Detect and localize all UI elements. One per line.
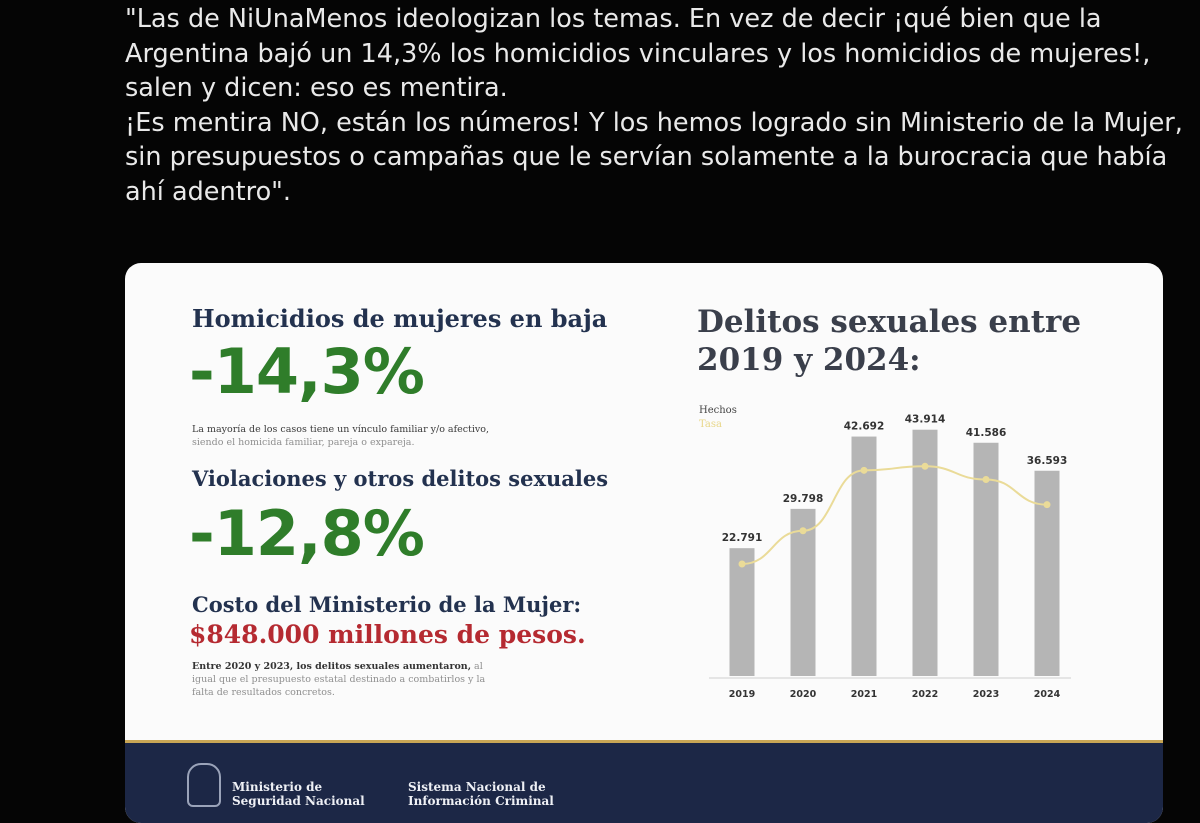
x-tick-2022: 2022 — [912, 689, 938, 700]
homicides-heading: Homicidios de mujeres en baja — [192, 304, 608, 333]
cost-heading: Costo del Ministerio de la Mujer: — [192, 592, 582, 617]
sexual-crimes-chart: 22.791 2019 29.798 2020 42.692 2021 43.914 2022… — [709, 414, 1071, 700]
legend-hechos: Hechos — [699, 405, 737, 416]
cost-note: Entre 2020 y 2023, los delitos sexuales … — [192, 660, 502, 699]
footer-system: Sistema Nacional de Información Criminal — [408, 780, 554, 808]
cost-note-bold: Entre 2020 y 2023, los delitos sexuales … — [192, 661, 472, 672]
cost-note-rest: al igual que el presupuesto estatal dest… — [192, 661, 486, 698]
bar-2022 — [912, 429, 938, 676]
quote-paragraph-1: "Las de NiUnaMenos ideologizan los temas… — [125, 4, 1151, 103]
shield-logo-icon — [187, 763, 221, 807]
rate-point-2019 — [738, 560, 746, 568]
infographic-card: Homicidios de mujeres en baja -14,3% La … — [125, 263, 1163, 823]
bar-value-label-2019: 22.791 — [722, 532, 763, 544]
x-tick-2024: 2024 — [1034, 689, 1061, 700]
x-tick-2021: 2021 — [851, 689, 877, 700]
chart-bars — [729, 429, 1060, 676]
x-tick-2019: 2019 — [729, 689, 755, 700]
homicides-value: -14,3% — [189, 335, 425, 408]
violations-heading: Violaciones y otros delitos sexuales — [192, 466, 609, 491]
rate-point-2023 — [982, 475, 990, 483]
chart-title: Delitos sexuales entre 2019 y 2024: — [697, 304, 1082, 378]
x-tick-2023: 2023 — [973, 689, 999, 700]
bar-2021 — [851, 436, 877, 676]
homicides-note-line-1: La mayoría de los casos tiene un vínculo… — [192, 424, 490, 435]
rate-point-2021 — [860, 466, 868, 474]
quote-paragraph-2: ¡Es mentira NO, están los números! Y los… — [125, 107, 1183, 207]
violations-value: -12,8% — [189, 497, 425, 570]
bar-2019 — [729, 548, 755, 676]
bar-value-label-2020: 29.798 — [783, 493, 824, 505]
chart-legend: Hechos Tasa — [699, 405, 737, 430]
bar-value-label-2021: 42.692 — [844, 421, 885, 433]
chart-rate-line — [738, 462, 1051, 568]
rate-point-2020 — [799, 527, 807, 535]
homicides-note-line-2: siendo el homicida familiar, pareja o ex… — [192, 437, 415, 448]
bar-value-label-2023: 41.586 — [966, 427, 1007, 439]
bar-value-label-2022: 43.914 — [905, 414, 946, 426]
rate-point-2024 — [1043, 501, 1051, 509]
footer-ministry: Ministerio de Seguridad Nacional — [232, 780, 365, 808]
rate-point-2022 — [921, 462, 929, 470]
chart-labels: 22.791 2019 29.798 2020 42.692 2021 43.914 2022… — [722, 414, 1068, 700]
tweet-quote: "Las de NiUnaMenos ideologizan los temas… — [125, 2, 1185, 209]
footer-bar: Ministerio de Seguridad Nacional Sistema… — [125, 740, 1163, 823]
rate-line — [741, 465, 1048, 566]
legend-tasa: Tasa — [699, 419, 722, 430]
cost-value: $848.000 millones de pesos. — [189, 620, 586, 649]
bar-2020 — [790, 508, 816, 676]
homicides-note: La mayoría de los casos tiene un vínculo… — [192, 423, 532, 449]
x-tick-2020: 2020 — [790, 689, 817, 700]
bar-value-label-2024: 36.593 — [1027, 455, 1068, 467]
